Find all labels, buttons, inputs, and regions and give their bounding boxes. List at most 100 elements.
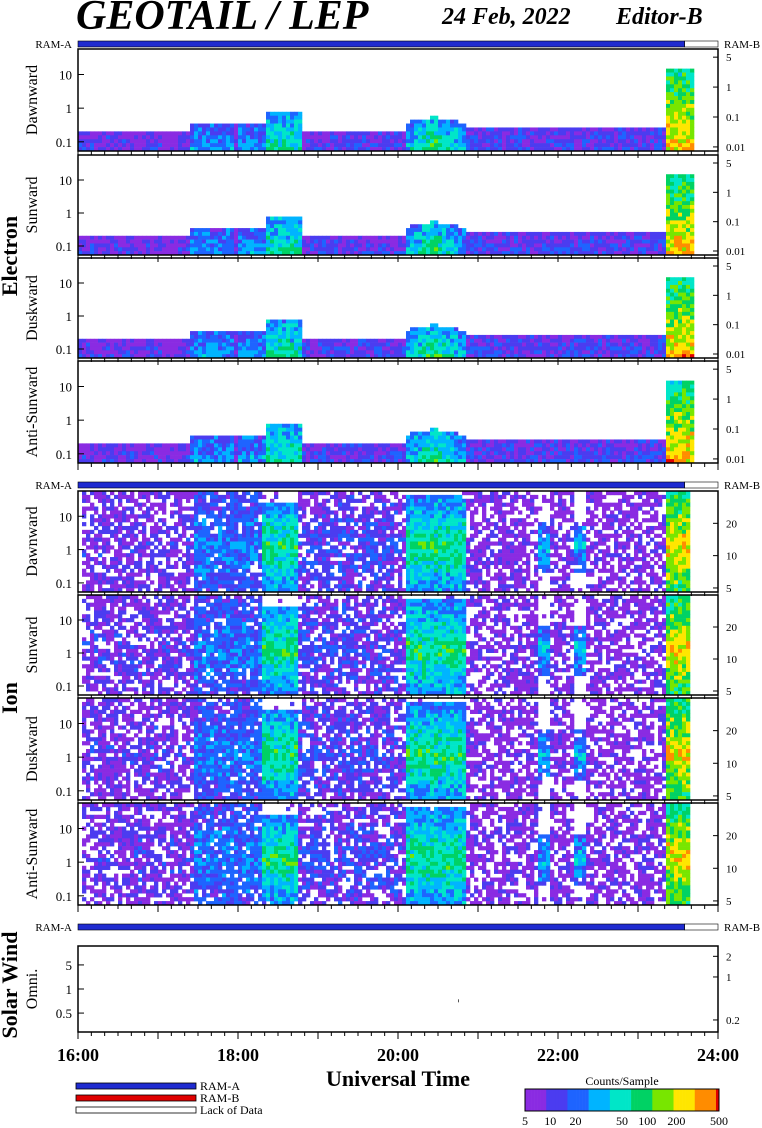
spectrogram-cell	[522, 346, 527, 351]
spectrogram-cell	[330, 443, 335, 448]
spectrogram-cell	[154, 243, 159, 248]
spectrogram-cell	[406, 447, 411, 452]
spectrogram-cell	[90, 522, 95, 527]
spectrogram-cell	[502, 346, 507, 351]
spectrogram-cell	[178, 576, 183, 581]
spectrogram-cell	[366, 451, 371, 456]
spectrogram-cell	[158, 502, 163, 507]
spectrogram-cell	[174, 239, 179, 244]
spectrogram-cell	[134, 135, 139, 140]
spectrogram-cell	[622, 459, 627, 464]
spectrogram-cell	[162, 518, 167, 523]
spectrogram-cell	[670, 400, 675, 405]
spectrogram-cell	[118, 572, 123, 577]
spectrogram-cell	[270, 443, 275, 448]
spectrogram-cell	[622, 354, 627, 359]
spectrogram-cell	[670, 315, 675, 320]
spectrogram-cell	[686, 431, 691, 436]
spectrogram-cell	[250, 127, 255, 132]
spectrogram-cell	[682, 115, 687, 120]
spectrogram-cell	[210, 123, 215, 128]
spectrogram-cell	[110, 239, 115, 244]
spectrogram-cell	[686, 284, 691, 290]
spectrogram-cell	[82, 135, 87, 140]
spectrogram-cell	[570, 247, 575, 252]
spectrogram-cell	[618, 231, 623, 237]
spectrogram-cell	[298, 220, 303, 225]
spectrogram-cell	[170, 502, 175, 507]
spectrogram-cell	[314, 143, 319, 148]
spectrogram-cell	[302, 247, 307, 252]
spectrogram-cell	[674, 396, 679, 401]
spectrogram-cell	[426, 123, 431, 128]
spectrogram-cell	[322, 251, 327, 256]
spectrogram-cell	[690, 323, 695, 328]
spectrogram-cell	[422, 224, 427, 229]
spectrogram-cell	[138, 494, 143, 500]
spectrogram-cell	[442, 224, 447, 229]
spectrogram-cell	[174, 342, 179, 347]
spectrogram-cell	[290, 323, 295, 328]
spectrogram-cell	[314, 131, 319, 136]
spectrogram-cell	[190, 455, 195, 460]
spectrogram-cell	[114, 139, 119, 144]
spectrogram-cell	[94, 455, 99, 460]
spectrogram-cell	[446, 443, 451, 448]
spectrogram-cell	[534, 239, 539, 244]
spectrogram-cell	[402, 451, 407, 456]
spectrogram-cell	[282, 451, 287, 456]
spectrogram-cell	[690, 404, 695, 409]
spectrogram-cell	[350, 247, 355, 252]
spectrogram-cell	[430, 147, 435, 152]
spectrogram-cell	[426, 354, 431, 359]
spectrogram-cell	[122, 346, 127, 351]
spectrogram-cell	[418, 235, 423, 240]
spectrogram-cell	[690, 220, 695, 225]
spectrogram-cell	[454, 239, 459, 244]
spectrogram-cell	[630, 455, 635, 460]
spectrogram-cell	[90, 459, 95, 464]
spectrogram-cell	[270, 334, 275, 340]
spectrogram-cell	[294, 342, 299, 347]
spectrogram-cell	[446, 147, 451, 152]
spectrogram-cell	[234, 127, 239, 132]
spectrogram-cell	[506, 147, 511, 152]
spectrogram-cell	[690, 216, 695, 221]
spectrogram-cell	[538, 455, 543, 460]
spectrogram-cell	[190, 459, 195, 464]
spectrogram-cell	[138, 459, 143, 464]
spectrogram-cell	[686, 327, 691, 332]
spectrogram-cell	[494, 346, 499, 351]
spectrogram-cell	[182, 147, 187, 152]
spectrogram-cell	[374, 354, 379, 359]
spectrogram-cell	[286, 147, 291, 152]
spectrogram-cell	[282, 319, 287, 324]
spectrogram-cell	[218, 455, 223, 460]
spectrogram-cell	[154, 239, 159, 244]
spectrogram-cell	[442, 346, 447, 351]
spectrogram-cell	[594, 247, 599, 252]
spectrogram-cell	[102, 525, 107, 531]
spectrogram-cell	[558, 135, 563, 140]
spectrogram-cell	[494, 354, 499, 359]
spectrogram-cell	[646, 342, 651, 347]
spectrogram-cell	[234, 443, 239, 448]
spectrogram-cell	[250, 251, 255, 256]
spectrogram-cell	[174, 443, 179, 448]
spectrogram-cell	[134, 514, 139, 519]
spectrogram-cell	[94, 518, 99, 523]
spectrogram-cell	[166, 459, 171, 464]
spectrogram-cell	[102, 541, 107, 546]
spectrogram-cell	[650, 131, 655, 136]
spectrogram-cell	[86, 247, 91, 252]
spectrogram-cell	[422, 354, 427, 359]
spectrogram-cell	[182, 588, 187, 593]
spectrogram-cell	[158, 342, 163, 347]
spectrogram-cell	[606, 143, 611, 148]
spectrogram-cell	[86, 143, 91, 148]
spectrogram-cell	[686, 100, 691, 105]
spectrogram-cell	[418, 431, 423, 436]
spectrogram-cell	[682, 443, 687, 448]
spectrogram-cell	[98, 580, 103, 585]
spectrogram-cell	[658, 451, 663, 456]
